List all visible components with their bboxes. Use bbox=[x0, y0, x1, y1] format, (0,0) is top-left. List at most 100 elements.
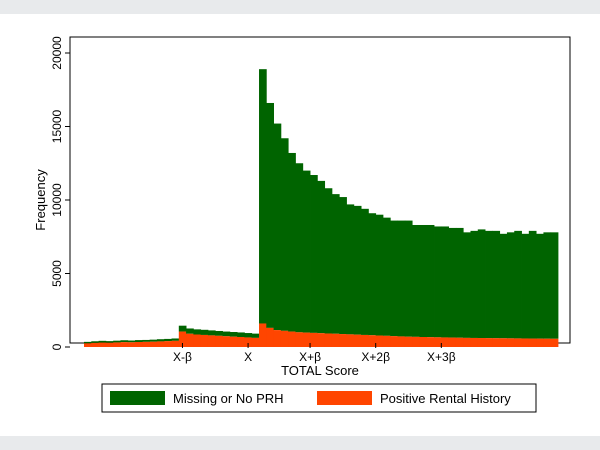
bar-positive bbox=[127, 342, 136, 347]
bar-positive bbox=[536, 338, 544, 347]
bar-positive bbox=[521, 338, 530, 347]
bar-positive bbox=[295, 332, 304, 347]
bar-positive bbox=[135, 342, 143, 347]
bar-positive bbox=[84, 343, 92, 347]
bar-positive bbox=[426, 337, 435, 347]
bar-missing bbox=[207, 330, 216, 336]
bar-missing bbox=[448, 227, 457, 338]
bar-missing bbox=[485, 230, 493, 339]
bar-missing bbox=[200, 329, 209, 335]
bar-missing bbox=[288, 152, 296, 332]
bar-positive bbox=[382, 335, 391, 347]
bar-positive bbox=[237, 337, 245, 347]
bar-positive bbox=[492, 338, 501, 347]
y-tick-label: 10000 bbox=[50, 183, 64, 217]
x-tick-label: X bbox=[244, 350, 252, 364]
bar-positive bbox=[485, 338, 493, 347]
bar-missing bbox=[324, 188, 333, 334]
bar-positive bbox=[339, 334, 347, 347]
bar-missing bbox=[331, 194, 340, 334]
bar-positive bbox=[310, 332, 318, 347]
bar-missing bbox=[368, 213, 377, 336]
legend-label-missing: Missing or No PRH bbox=[173, 391, 284, 406]
bar-positive bbox=[375, 335, 384, 347]
bar-missing bbox=[259, 69, 267, 324]
bar-missing bbox=[477, 229, 486, 339]
bar-missing bbox=[113, 340, 121, 343]
bar-positive bbox=[164, 341, 172, 347]
y-tick-label: 0 bbox=[50, 343, 64, 350]
bar-positive bbox=[506, 338, 515, 347]
bar-positive bbox=[149, 341, 158, 347]
bar-missing bbox=[375, 214, 384, 336]
bar-missing bbox=[149, 339, 158, 342]
bar-missing bbox=[492, 230, 501, 339]
bar-missing bbox=[120, 340, 129, 343]
x-axis-title: TOTAL Score bbox=[281, 363, 359, 378]
bar-missing bbox=[91, 341, 99, 343]
bar-positive bbox=[434, 337, 442, 347]
bar-positive bbox=[251, 337, 260, 347]
bar-missing bbox=[550, 232, 559, 339]
bar-positive bbox=[244, 337, 253, 347]
y-tick-label: 15000 bbox=[50, 109, 64, 143]
x-tick-label: X+3β bbox=[427, 350, 456, 364]
bar-positive bbox=[543, 338, 552, 347]
bar-positive bbox=[273, 330, 282, 347]
bar-missing bbox=[273, 123, 282, 331]
y-axis-title: Frequency bbox=[33, 169, 48, 231]
legend-swatch-positive bbox=[317, 391, 372, 405]
bar-missing bbox=[105, 341, 114, 343]
bar-missing bbox=[302, 170, 311, 333]
bar-missing bbox=[244, 333, 253, 338]
bar-missing bbox=[434, 226, 442, 338]
bar-positive bbox=[186, 333, 194, 347]
bars-group bbox=[84, 69, 559, 347]
bar-positive bbox=[550, 338, 559, 347]
bar-missing bbox=[98, 340, 107, 343]
bar-missing bbox=[317, 180, 326, 334]
bar-positive bbox=[113, 342, 121, 347]
bar-missing bbox=[186, 328, 194, 334]
bar-positive bbox=[514, 338, 522, 347]
bar-missing bbox=[455, 227, 464, 338]
bar-missing bbox=[346, 204, 355, 335]
bar-missing bbox=[470, 230, 479, 338]
bar-missing bbox=[499, 233, 508, 339]
bar-positive bbox=[259, 323, 267, 347]
histogram-chart: 0 5000 10000 15000 20000 X-β X X+β X+2β X+3β Fre… bbox=[33, 36, 571, 413]
bar-missing bbox=[251, 333, 260, 338]
bar-positive bbox=[302, 332, 311, 347]
bar-missing bbox=[222, 331, 231, 337]
bar-positive bbox=[193, 334, 202, 347]
bar-missing bbox=[361, 208, 369, 335]
bar-positive bbox=[397, 336, 406, 347]
bar-missing bbox=[382, 217, 391, 336]
bar-missing bbox=[84, 341, 92, 344]
bar-missing bbox=[215, 330, 223, 336]
bar-positive bbox=[280, 330, 289, 347]
bar-positive bbox=[499, 338, 508, 347]
bar-missing bbox=[426, 224, 435, 338]
bar-missing bbox=[390, 220, 398, 337]
bar-positive bbox=[207, 335, 216, 347]
bar-missing bbox=[506, 232, 515, 339]
x-tick-label: X-β bbox=[173, 350, 192, 364]
bar-missing bbox=[397, 220, 406, 337]
bar-positive bbox=[222, 336, 231, 347]
legend: Missing or No PRH Positive Rental Histor… bbox=[101, 383, 537, 413]
bar-positive bbox=[156, 341, 165, 347]
x-tick-label: X+β bbox=[299, 350, 321, 364]
bar-positive bbox=[353, 334, 362, 347]
bar-positive bbox=[317, 333, 326, 347]
bar-positive bbox=[368, 335, 377, 347]
bar-missing bbox=[193, 329, 202, 335]
bar-positive bbox=[455, 337, 464, 347]
bar-missing bbox=[463, 232, 471, 338]
bar-positive bbox=[331, 333, 340, 347]
bar-missing bbox=[178, 325, 187, 332]
bar-positive bbox=[463, 337, 471, 347]
bar-positive bbox=[412, 336, 420, 347]
legend-label-positive: Positive Rental History bbox=[380, 391, 511, 406]
bar-positive bbox=[477, 338, 486, 347]
